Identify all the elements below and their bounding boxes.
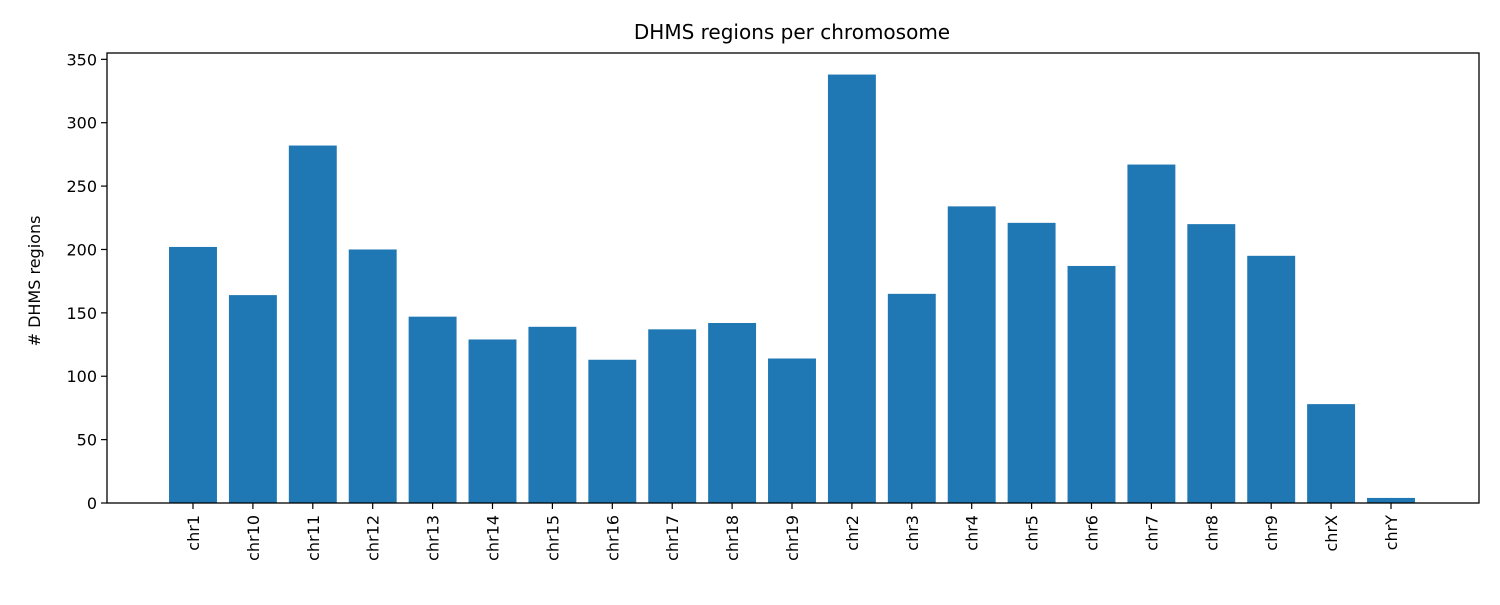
x-tick-label: chr15: [543, 515, 562, 561]
x-tick-label: chr19: [783, 515, 802, 561]
bar-chr13: [408, 316, 457, 503]
bar-chr11: [288, 145, 337, 503]
y-tick-label: 200: [66, 240, 97, 259]
x-tick-label: chr5: [1023, 515, 1042, 551]
x-tick-label: chrY: [1382, 515, 1401, 551]
x-tick-label: chr14: [484, 515, 503, 561]
bar-chr12: [348, 249, 397, 503]
bar-chr3: [887, 293, 936, 503]
bar-chr14: [468, 339, 517, 503]
y-tick-label: 100: [66, 367, 97, 386]
plot-frame: [106, 52, 1480, 504]
chart-title: DHMS regions per chromosome: [634, 20, 950, 44]
x-tick-label: chr10: [244, 515, 263, 561]
y-tick-label: 250: [66, 177, 97, 196]
y-tick-label: 50: [77, 431, 97, 450]
x-tick-label: chr4: [963, 515, 982, 551]
x-tick-label: chr17: [663, 515, 682, 561]
bar-chr19: [768, 358, 816, 503]
bar-chrY: [1367, 497, 1415, 503]
x-tick-label: chr13: [424, 515, 443, 561]
y-ticks-layer: 0 50 100 150 200 250 300 350: [66, 50, 107, 513]
bar-chr17: [648, 329, 697, 503]
x-tick-label: chrX: [1322, 515, 1341, 552]
x-tick-label: chr9: [1262, 515, 1281, 551]
bar-chr16: [588, 359, 637, 503]
x-tick-label: chr16: [603, 515, 622, 561]
x-tick-label: chr7: [1142, 515, 1161, 551]
bar-chr18: [708, 323, 757, 503]
x-tick-label: chr11: [304, 515, 323, 561]
x-tick-label: chr2: [843, 515, 862, 551]
x-tick-label: chr12: [364, 515, 383, 561]
y-tick-label: 150: [66, 304, 97, 323]
bar-chr5: [1007, 222, 1056, 503]
bar-chr9: [1247, 255, 1296, 503]
y-tick-label: 0: [87, 494, 97, 513]
bar-chr7: [1127, 164, 1176, 503]
bar-chr6: [1067, 265, 1116, 503]
y-tick-label: 350: [66, 50, 97, 69]
x-tick-label: chr6: [1083, 515, 1102, 551]
bar-chr1: [169, 246, 217, 503]
x-tick-label: chr18: [723, 515, 742, 561]
bar-chr4: [947, 206, 996, 503]
bar-chr2: [827, 74, 876, 504]
x-tick-label: chr1: [184, 515, 203, 551]
y-tick-label: 300: [66, 114, 97, 133]
bar-chr8: [1187, 224, 1236, 503]
bars-layer: [169, 74, 1415, 504]
y-axis-label: # DHMS regions: [25, 216, 44, 347]
bar-chrX: [1307, 404, 1356, 503]
x-ticks-layer: chr1 chr10 chr11 chr12 chr13 chr14 chr15 chr16 c…: [184, 503, 1401, 561]
bar-chr10: [228, 295, 277, 503]
x-tick-label: chr8: [1202, 515, 1221, 551]
x-tick-label: chr3: [903, 515, 922, 551]
bar-chr15: [528, 326, 577, 503]
